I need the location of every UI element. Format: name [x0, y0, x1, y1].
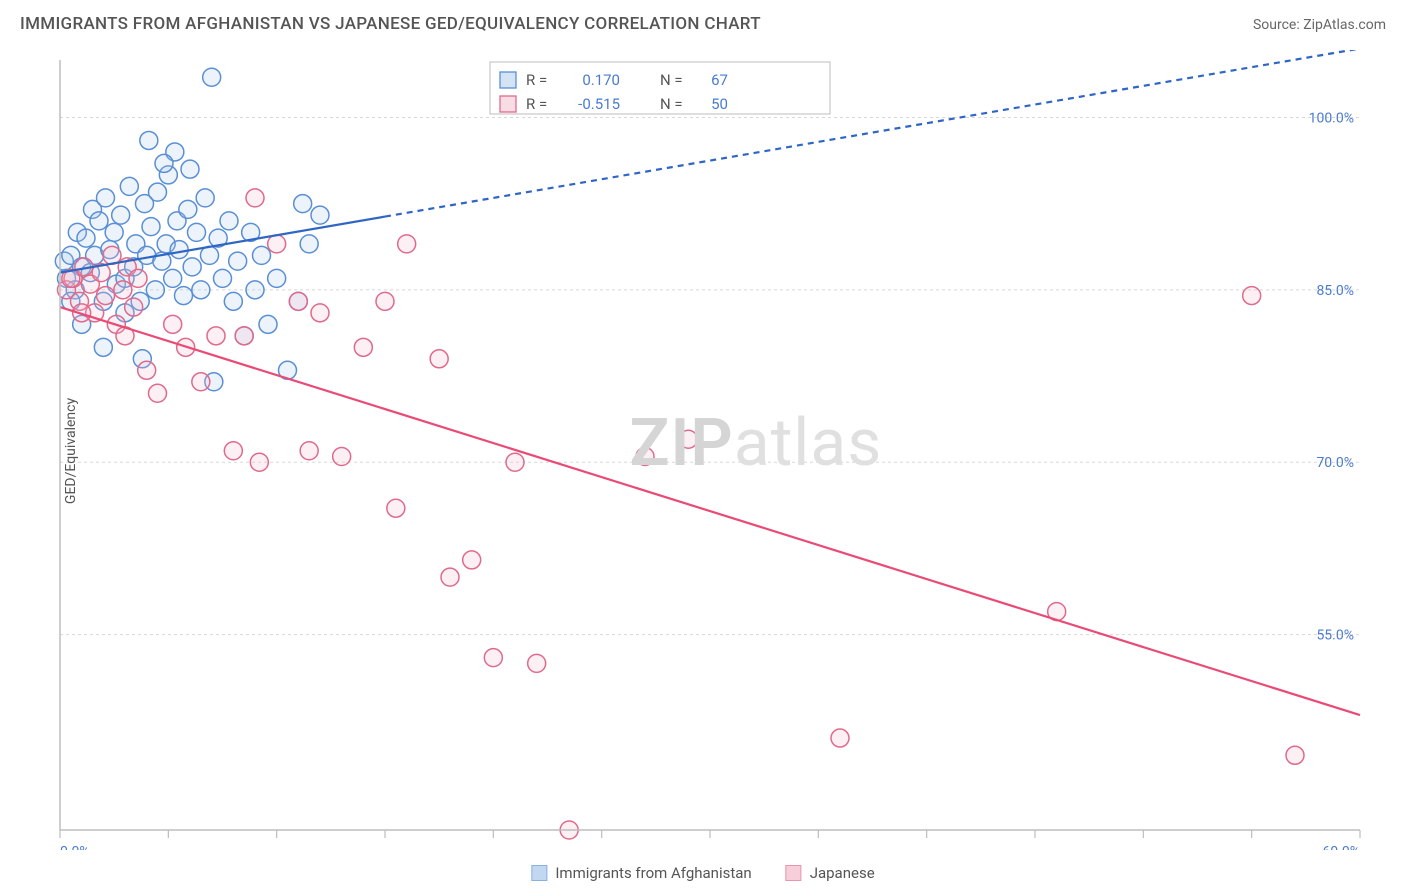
chart-title: IMMIGRANTS FROM AFGHANISTAN VS JAPANESE … [20, 14, 761, 34]
data-point [170, 241, 188, 259]
source-prefix: Source: [1253, 17, 1303, 33]
data-point [94, 338, 112, 356]
data-point [120, 177, 138, 195]
data-point [268, 269, 286, 287]
data-point [155, 154, 173, 172]
data-point [164, 269, 182, 287]
data-point [294, 195, 312, 213]
data-point [831, 729, 849, 747]
data-point [207, 327, 225, 345]
data-point [441, 568, 459, 586]
data-point [201, 246, 219, 264]
data-point [220, 212, 238, 230]
scatter-chart: 55.0% 70.0% 85.0% 100.0% 0.0% 60.0% R = 0.170 N … [40, 50, 1396, 850]
legend-r-label: R = [526, 71, 547, 89]
data-point [192, 281, 210, 299]
data-point [203, 68, 221, 86]
legend-swatch [786, 865, 802, 881]
data-point [175, 287, 193, 305]
data-point [90, 212, 108, 230]
data-point [129, 269, 147, 287]
data-point [196, 189, 214, 207]
data-point [229, 252, 247, 270]
data-point [398, 235, 416, 253]
data-point [214, 269, 232, 287]
data-point [125, 298, 143, 316]
data-point [387, 499, 405, 517]
legend-n-label: N = [660, 71, 683, 89]
data-point [164, 315, 182, 333]
y-tick-label: 70.0% [1316, 455, 1354, 471]
y-axis-label: GED/Equivalency [63, 398, 79, 504]
data-point [97, 189, 115, 207]
x-tick-label: 60.0% [1322, 844, 1360, 850]
data-point [311, 304, 329, 322]
data-point [246, 281, 264, 299]
data-point [289, 292, 307, 310]
data-point [97, 287, 115, 305]
data-point [246, 189, 264, 207]
y-tick-label: 85.0% [1316, 283, 1354, 299]
legend-swatch [500, 72, 516, 88]
data-point [463, 551, 481, 569]
data-point [114, 281, 132, 299]
data-point [235, 327, 253, 345]
data-point [1286, 746, 1304, 764]
data-point [484, 649, 502, 667]
data-point [149, 183, 167, 201]
data-point [149, 384, 167, 402]
source-attribution: Source: ZipAtlas.com [1253, 17, 1386, 33]
legend-n-value: 67 [711, 71, 728, 89]
data-point [183, 258, 201, 276]
data-point [250, 453, 268, 471]
data-point [181, 160, 199, 178]
legend-swatch [500, 96, 516, 112]
data-point [224, 292, 242, 310]
legend-label: Japanese [810, 864, 875, 882]
data-point [311, 206, 329, 224]
data-point [333, 447, 351, 465]
source-name: ZipAtlas.com [1303, 17, 1386, 33]
data-point [376, 292, 394, 310]
data-point [77, 229, 95, 247]
data-point [105, 223, 123, 241]
x-tick-label: 0.0% [60, 844, 90, 850]
y-tick-label: 100.0% [1309, 110, 1354, 126]
legend-label: Immigrants from Afghanistan [555, 864, 751, 882]
data-point [259, 315, 277, 333]
data-point [140, 131, 158, 149]
chart-container: GED/Equivalency ZIPatlas 55.0%70.0%85.0%… [40, 50, 1396, 852]
legend-swatch [531, 865, 547, 881]
data-point [636, 447, 654, 465]
data-point [506, 453, 524, 471]
data-point [179, 200, 197, 218]
data-point [192, 373, 210, 391]
data-point [268, 235, 286, 253]
legend-r-value: -0.515 [578, 95, 620, 113]
data-point [1243, 287, 1261, 305]
data-point [138, 361, 156, 379]
data-point [300, 235, 318, 253]
data-point [224, 442, 242, 460]
data-point [430, 350, 448, 368]
bottom-legend: Immigrants from Afghanistan Japanese [531, 864, 874, 882]
data-point [528, 654, 546, 672]
trend-line [60, 307, 1360, 715]
legend-r-value: 0.170 [582, 71, 620, 89]
legend-r-label: R = [526, 95, 547, 113]
legend-n-label: N = [660, 95, 683, 113]
data-point [354, 338, 372, 356]
data-point [300, 442, 318, 460]
data-point [146, 281, 164, 299]
data-point [142, 218, 160, 236]
legend-item: Immigrants from Afghanistan [531, 864, 751, 882]
data-point [679, 430, 697, 448]
data-point [112, 206, 130, 224]
data-point [253, 246, 271, 264]
data-point [188, 223, 206, 241]
legend-item: Japanese [786, 864, 875, 882]
y-tick-label: 55.0% [1316, 628, 1354, 644]
legend-n-value: 50 [711, 95, 728, 113]
